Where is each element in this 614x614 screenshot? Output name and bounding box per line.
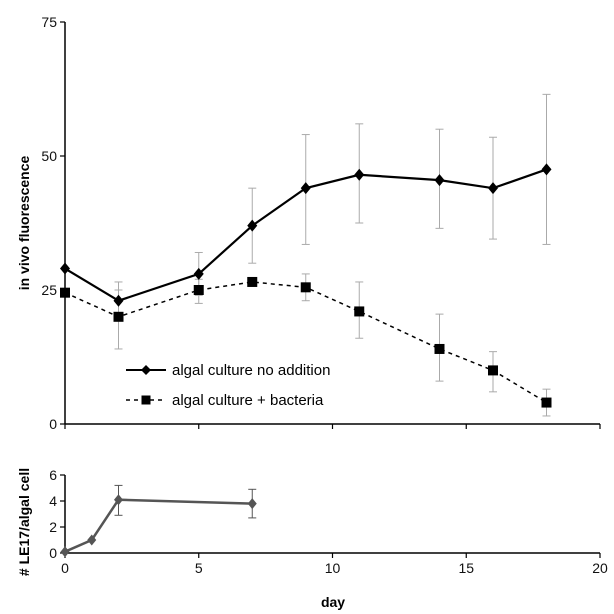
x-tick-label: 0 [61,560,69,576]
data-point [114,494,123,506]
legend-marker-bacteria [141,395,151,405]
data-point [60,546,70,558]
x-tick-label: 5 [195,560,203,576]
top-series-markers [60,163,552,408]
data-point [434,343,445,354]
y-tick-label: 75 [41,14,57,30]
fluorescence-panel: 0 25 50 75 in vivo fluorescence algal cultu… [16,14,601,432]
y-tick-label: 2 [49,519,57,535]
legend-item-no-addition: algal culture no addition [126,362,330,379]
data-point [193,267,204,280]
data-point [60,287,70,298]
bottom-x-axis-title: day [321,594,345,610]
data-point [300,182,311,195]
data-point [488,365,498,376]
data-point [193,285,204,295]
legend-item-bacteria: algal culture + bacteria [126,392,324,409]
legend-marker-no-addition [141,365,151,375]
data-point [354,168,365,181]
data-point [60,262,70,275]
data-point [113,311,124,322]
y-tick-label: 50 [41,148,57,164]
x-tick-label: 20 [592,560,608,576]
y-tick-label: 4 [49,493,57,509]
legend: algal culture no addition algal culture … [126,362,330,409]
x-tick-label: 15 [458,560,474,576]
y-tick-label: 25 [41,282,57,298]
data-point [434,174,445,187]
data-point [247,276,258,287]
bottom-series-markers [60,494,257,558]
data-point [113,294,124,307]
series-line-1 [64,498,253,553]
top-y-ticks: 0 25 50 75 [41,14,65,432]
bottom-series-lines [64,498,253,553]
top-x-ticks [64,424,601,429]
data-point [488,182,498,195]
x-tick-label: 10 [325,560,341,576]
bottom-x-ticks: 0 5 10 15 20 [61,553,608,576]
legend-label-no-addition: algal culture no addition [172,362,330,379]
legend-label-bacteria: algal culture + bacteria [172,392,324,409]
data-point [354,306,365,317]
data-point [87,534,97,546]
y-tick-label: 0 [49,545,57,561]
bottom-y-ticks: 0 2 4 6 [49,467,65,561]
data-point [247,498,257,510]
data-point [541,397,552,408]
bottom-y-axis-title: # LE17/algal cell [16,468,32,576]
y-tick-label: 6 [49,467,57,483]
data-point [541,163,552,176]
le17-panel: 0 2 4 6 0 5 10 15 20 # LE17/algal cell day [16,467,608,610]
y-tick-label: 0 [49,416,57,432]
data-point [247,219,258,232]
data-point [300,282,311,293]
top-y-axis-title: in vivo fluorescence [16,155,32,290]
